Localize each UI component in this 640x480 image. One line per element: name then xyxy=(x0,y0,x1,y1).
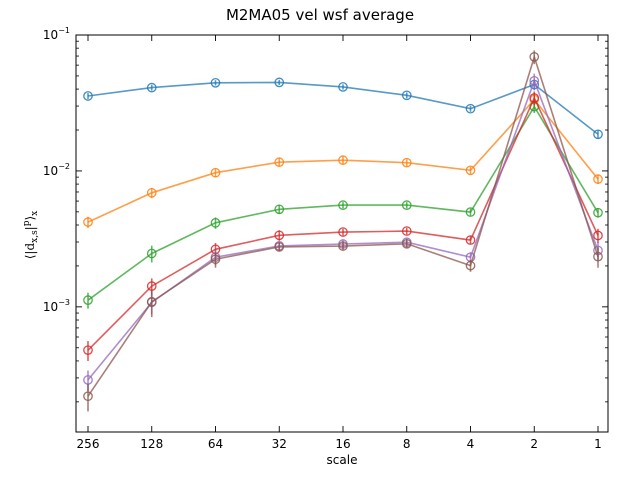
data-point xyxy=(593,174,603,184)
data-point xyxy=(338,155,348,166)
data-point xyxy=(146,296,157,307)
data-point xyxy=(593,207,603,218)
y-axis-label: ⟨|dx,s|p⟩x xyxy=(22,211,40,260)
y-tick-label: 10−2 xyxy=(43,162,70,178)
data-point xyxy=(465,260,476,271)
data-point xyxy=(465,207,476,217)
data-point xyxy=(146,248,157,259)
y-tick-label: 10−1 xyxy=(43,26,70,42)
series-line xyxy=(87,54,599,397)
data-point xyxy=(338,82,348,92)
data-point xyxy=(83,391,93,402)
data-point xyxy=(274,77,285,88)
data-point xyxy=(529,75,540,86)
series-2 xyxy=(83,100,603,309)
x-tick-label: 4 xyxy=(467,437,475,451)
series-layer xyxy=(83,50,603,412)
x-tick-label: 16 xyxy=(335,437,350,451)
x-tick-label: 2 xyxy=(530,437,538,451)
series-line xyxy=(87,96,599,351)
data-point xyxy=(274,242,285,252)
data-point xyxy=(529,52,540,62)
data-point xyxy=(401,90,412,101)
data-point xyxy=(146,187,157,198)
data-point xyxy=(210,77,221,88)
data-point xyxy=(83,345,93,356)
y-tick-label: 10−3 xyxy=(43,298,70,314)
data-point xyxy=(210,167,221,178)
minor-ticks xyxy=(76,40,608,403)
series-0 xyxy=(83,77,603,140)
data-point xyxy=(210,217,221,228)
data-point xyxy=(338,241,348,251)
data-point xyxy=(465,103,476,114)
data-point xyxy=(210,254,221,265)
data-point xyxy=(401,226,412,236)
data-point xyxy=(83,91,93,101)
data-point xyxy=(593,230,603,241)
data-point xyxy=(146,82,157,93)
x-tick-label: 256 xyxy=(77,437,100,451)
data-point xyxy=(83,295,93,306)
x-tick-label: 64 xyxy=(208,437,223,451)
data-point xyxy=(401,157,412,168)
x-tick-label: 1 xyxy=(594,437,602,451)
series-3 xyxy=(83,91,603,361)
data-point xyxy=(338,227,348,237)
data-point xyxy=(465,235,476,245)
major-ticks: 10−3 10−2 10−1 256 128 64 32 16 8 4 2 1 xyxy=(43,26,608,451)
data-point xyxy=(593,251,603,262)
data-point xyxy=(593,129,603,140)
x-tick-label: 32 xyxy=(272,437,287,451)
chart-title: M2MA05 vel wsf average xyxy=(226,6,414,24)
data-point xyxy=(465,165,476,176)
data-point xyxy=(529,93,540,103)
data-point xyxy=(274,204,285,215)
data-point xyxy=(274,230,285,241)
x-tick-label: 128 xyxy=(140,437,163,451)
x-tick-label: 8 xyxy=(403,437,411,451)
data-point xyxy=(338,200,348,210)
data-point xyxy=(401,200,412,210)
data-point xyxy=(274,157,285,168)
data-point xyxy=(401,238,412,249)
series-5 xyxy=(83,50,603,412)
plot-frame xyxy=(75,34,609,433)
data-point xyxy=(83,217,93,227)
x-axis-label: scale xyxy=(327,453,358,467)
data-point xyxy=(83,375,93,385)
